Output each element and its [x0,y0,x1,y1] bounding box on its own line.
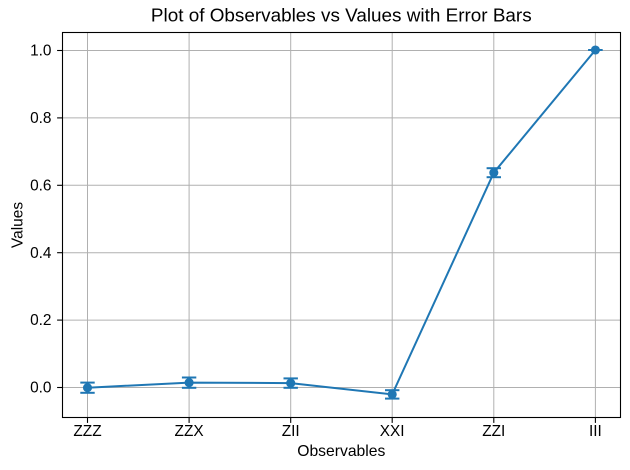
svg-text:ZZI: ZZI [482,423,505,440]
svg-text:0.0: 0.0 [30,380,51,397]
svg-text:0.2: 0.2 [30,312,51,329]
svg-text:Observables: Observables [297,443,385,460]
svg-text:0.8: 0.8 [30,110,51,127]
svg-text:Plot of Observables vs Values: Plot of Observables vs Values with Error… [151,5,532,26]
svg-text:ZZX: ZZX [175,423,204,440]
svg-text:0.6: 0.6 [30,177,51,194]
svg-text:1.0: 1.0 [30,43,51,60]
svg-text:Values: Values [9,202,26,248]
svg-text:ZII: ZII [282,423,300,440]
svg-text:III: III [589,423,602,440]
svg-text:0.4: 0.4 [30,245,52,262]
svg-text:XXI: XXI [380,423,405,440]
svg-text:ZZZ: ZZZ [73,423,101,440]
